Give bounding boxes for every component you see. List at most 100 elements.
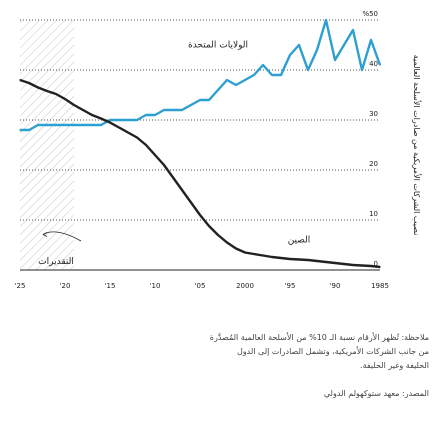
- data-point: [154, 114, 156, 116]
- data-point: [280, 74, 282, 76]
- data-point: [343, 44, 345, 46]
- data-point: [91, 114, 93, 116]
- data-point: [352, 29, 354, 31]
- data-point: [343, 263, 345, 265]
- data-point: [244, 79, 246, 81]
- y-tick-label: 0: [374, 260, 378, 268]
- forecast-arrow-head: [42, 232, 48, 237]
- data-point: [172, 176, 174, 179]
- data-point: [100, 124, 102, 126]
- y-tick-label: 20: [369, 160, 378, 168]
- data-point: [244, 251, 246, 254]
- data-point: [28, 129, 30, 131]
- data-point: [361, 69, 363, 71]
- data-point: [172, 109, 174, 111]
- data-point: [163, 109, 165, 111]
- data-point: [334, 262, 336, 264]
- data-point: [307, 259, 309, 261]
- data-point: [235, 84, 237, 86]
- data-point: [19, 79, 21, 81]
- data-point: [199, 99, 201, 101]
- data-point: [217, 234, 219, 236]
- x-tick-label: '90: [330, 282, 341, 290]
- data-point: [379, 266, 381, 268]
- chart-source: المصدر: معهد ستوكهولم الدولي: [323, 389, 429, 398]
- data-point: [253, 74, 255, 76]
- forecast-region: [20, 20, 74, 270]
- data-point: [280, 257, 282, 259]
- data-point: [316, 260, 318, 262]
- data-point: [370, 39, 372, 41]
- x-tick-label: 1985: [371, 282, 389, 290]
- data-point: [28, 82, 30, 84]
- data-point: [73, 104, 75, 106]
- data-point: [118, 119, 120, 121]
- data-point: [64, 98, 66, 100]
- data-point: [82, 124, 84, 126]
- data-point: [190, 201, 192, 204]
- data-point: [352, 264, 354, 266]
- data-point: [127, 119, 129, 121]
- data-point: [325, 261, 327, 263]
- data-point: [379, 64, 381, 66]
- data-point: [208, 225, 210, 227]
- data-point: [289, 54, 291, 56]
- data-point: [136, 136, 138, 139]
- data-point: [109, 119, 111, 121]
- data-point: [334, 59, 336, 61]
- data-point: [19, 129, 21, 131]
- data-point: [253, 253, 255, 255]
- data-point: [226, 79, 228, 81]
- data-point: [262, 254, 264, 257]
- x-tick-label: '25: [15, 282, 26, 290]
- data-point: [64, 124, 66, 126]
- data-point: [271, 74, 273, 76]
- y-tick-label: %50: [362, 10, 378, 18]
- y-tick-label: 30: [369, 110, 378, 118]
- x-tick-label: '20: [60, 282, 71, 290]
- data-point: [73, 124, 75, 126]
- x-tick-label: '05: [195, 282, 206, 290]
- data-point: [235, 247, 237, 250]
- data-point: [55, 93, 57, 95]
- series-label: الولايات المتحدة: [188, 41, 248, 51]
- data-point: [136, 119, 138, 121]
- data-point: [217, 89, 219, 91]
- data-point: [55, 124, 57, 126]
- data-point: [181, 189, 183, 191]
- data-point: [226, 241, 228, 244]
- y-axis-title: نصيب الشركات الأمريكية من صادرات الأسلحة…: [412, 55, 422, 236]
- series-label: الصين: [288, 236, 311, 246]
- data-point: [46, 90, 48, 92]
- data-point: [316, 49, 318, 51]
- data-point: [298, 258, 300, 261]
- data-point: [271, 256, 273, 258]
- data-point: [370, 265, 372, 267]
- data-point: [127, 131, 129, 134]
- chart-note-line-3: الحليفة وغير الحليفة.: [360, 361, 429, 370]
- chart-note-line-2: من جانب الشركات الأمريكية، وتشمل الصادرا…: [236, 347, 429, 356]
- data-point: [109, 121, 111, 124]
- data-point: [145, 144, 147, 146]
- data-point: [298, 44, 300, 46]
- data-point: [307, 69, 309, 71]
- x-tick-label: '95: [285, 282, 296, 290]
- y-tick-label: 40: [369, 60, 378, 68]
- data-point: [361, 264, 363, 267]
- data-point: [154, 154, 156, 156]
- data-point: [199, 214, 201, 216]
- data-point: [37, 124, 39, 126]
- y-tick-label: 10: [369, 210, 378, 218]
- data-point: [100, 117, 102, 120]
- data-point: [37, 86, 39, 89]
- data-point: [262, 64, 264, 66]
- data-point: [190, 104, 192, 106]
- data-point: [91, 124, 93, 126]
- forecast-annotation: التقديرات: [38, 257, 74, 267]
- data-point: [46, 124, 48, 126]
- data-point: [145, 114, 147, 116]
- data-point: [208, 99, 210, 101]
- data-point: [163, 164, 165, 166]
- data-point: [181, 109, 183, 111]
